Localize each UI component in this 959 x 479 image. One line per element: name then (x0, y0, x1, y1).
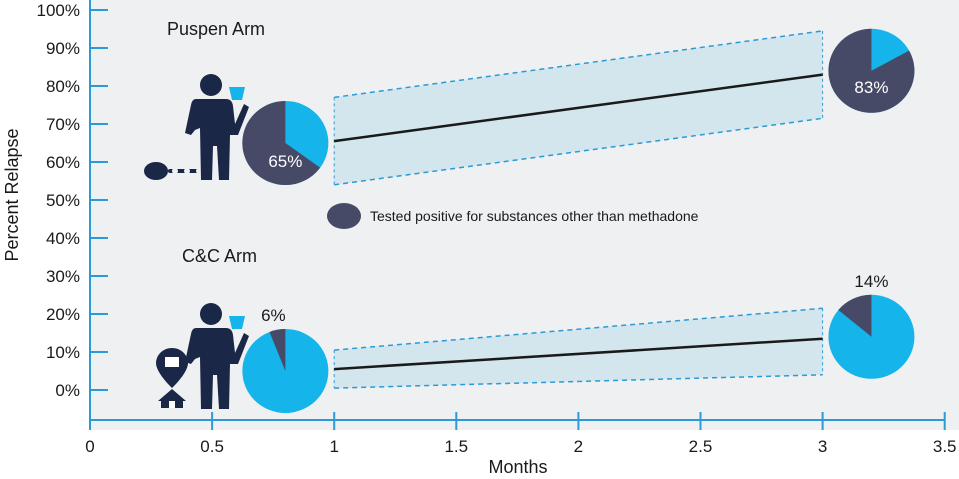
pie-chart: 6% (242, 306, 329, 413)
y-tick-label: 10% (46, 343, 80, 362)
arm-title-cc: C&C Arm (182, 246, 257, 266)
x-tick-label: 0.5 (200, 437, 224, 456)
pie-charts: 65% 83% 6% 14% (242, 28, 915, 413)
pie-slice-positive (838, 294, 872, 337)
band-lower-edge (334, 117, 823, 186)
y-tick-label: 80% (46, 77, 80, 96)
y-tick-label: 60% (46, 153, 80, 172)
pie-slice-positive (828, 28, 915, 113)
x-tick-label: 1.5 (444, 437, 468, 456)
pie-percent-label: 14% (854, 272, 888, 291)
series-line (334, 337, 823, 371)
pie-percent-label: 6% (261, 306, 286, 325)
pie-slice-positive (269, 329, 286, 371)
x-tick-label: 0 (85, 437, 94, 456)
y-tick-label: 30% (46, 267, 80, 286)
person-with-cup-icon (185, 303, 249, 409)
y-tick-label: 0% (55, 381, 80, 400)
legend-label: Tested positive for substances other tha… (370, 208, 699, 224)
x-ticks: 0 0.5 1 1.5 2 2.5 3 3.5 (85, 412, 957, 456)
y-tick-label: 90% (46, 39, 80, 58)
x-tick-label: 3 (818, 437, 827, 456)
person-with-cup-icon (185, 74, 249, 180)
y-tick-label: 20% (46, 305, 80, 324)
x-tick-label: 2 (574, 437, 583, 456)
legend-marker (327, 203, 361, 229)
y-axis-title: Percent Relapse (2, 128, 22, 261)
arm-title-puspen: Puspen Arm (167, 19, 265, 39)
y-tick-label: 100% (37, 1, 80, 20)
legend: Tested positive for substances other tha… (327, 203, 699, 229)
y-tick-label: 40% (46, 229, 80, 248)
pie-chart: 83% (828, 28, 915, 113)
x-axis-title: Months (488, 457, 547, 477)
x-tick-label: 1 (329, 437, 338, 456)
pie-percent-label: 83% (854, 78, 888, 97)
x-tick-label: 3.5 (933, 437, 957, 456)
y-ticks: 0% 10% 20% 30% 40% 50% 60% 70% 80% 90% 100% (37, 1, 108, 400)
ball-and-chain-icon (144, 162, 204, 180)
confidence-band (334, 308, 823, 389)
x-tick-label: 2.5 (689, 437, 713, 456)
band-upper-edge (334, 307, 823, 351)
y-tick-label: 50% (46, 191, 80, 210)
pie-chart: 14% (828, 272, 915, 379)
band-upper-edge (334, 30, 823, 99)
pie-chart: 65% (242, 101, 329, 186)
series-lines (334, 73, 823, 371)
band-lower-edge (334, 374, 823, 389)
house-location-pin-icon (156, 348, 188, 408)
y-tick-label: 70% (46, 115, 80, 134)
series-line (334, 73, 823, 143)
pie-percent-label: 65% (268, 152, 302, 171)
pie-slice-positive (242, 101, 321, 186)
